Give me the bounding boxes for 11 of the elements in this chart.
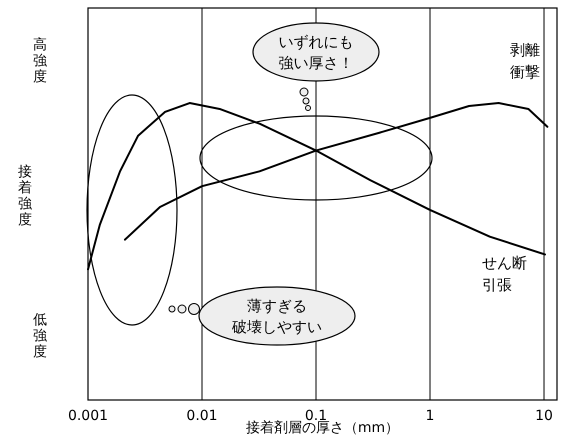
x-tick-label: 0.01 [186,408,218,424]
text: 高強度 [33,36,47,85]
series-label: せん断引張 [482,254,527,294]
x-tick-label: 1 [426,408,434,424]
annotation: 薄すぎる破壊しやすい [231,297,322,336]
x-tick-label: 0.001 [68,408,108,424]
text: いずれにも強い厚さ！ [278,33,354,72]
y-axis-title: 接着強度 [18,164,32,228]
x-tick-label: 10 [535,408,553,424]
text: 低強度 [33,312,47,360]
series-label: 剥離衝撃 [510,41,540,81]
